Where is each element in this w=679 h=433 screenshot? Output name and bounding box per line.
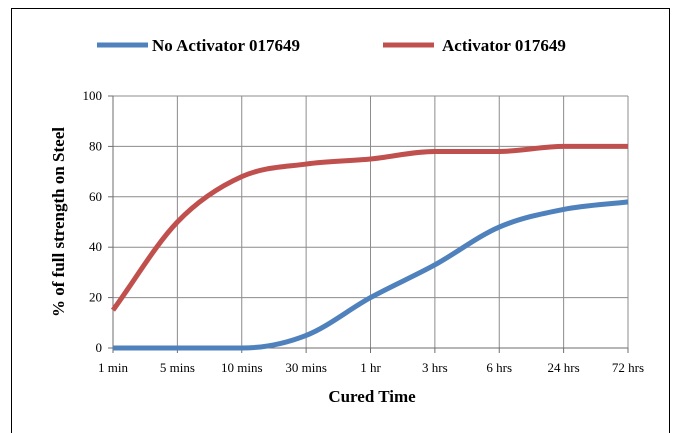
chart-frame (11, 8, 670, 433)
series-line-no-activator-017649 (113, 199, 629, 351)
axes (108, 95, 629, 353)
x-axis-title: Cured Time (328, 387, 416, 406)
legend: No Activator 017649 Activator 017649 (97, 36, 566, 55)
gridlines (113, 95, 629, 348)
y-tick-label-100: 100 (83, 88, 103, 103)
x-tick-label-3-hrs: 3 hrs (422, 360, 448, 375)
x-tick-label-6-hrs: 6 hrs (486, 360, 512, 375)
x-tick-label-1-min: 1 min (98, 360, 128, 375)
y-tick-label-60: 60 (89, 189, 102, 204)
y-tick-label-80: 80 (89, 138, 102, 153)
y-tick-label-40: 40 (89, 239, 102, 254)
tick-labels: 0 20 40 60 80 100 1 min 5 mins 10 mins 30 mins 1 h… (83, 88, 645, 375)
x-tick-label-10-mins: 10 mins (221, 360, 263, 375)
x-tick-label-1-hr: 1 hr (360, 360, 381, 375)
x-tick-label-72-hrs: 72 hrs (612, 360, 644, 375)
y-tick-label-0: 0 (96, 340, 103, 355)
series-line-activator-017649 (110, 143, 628, 312)
series-lines (110, 143, 629, 351)
legend-label-activator: Activator 017649 (442, 36, 566, 55)
x-tick-label-30-mins: 30 mins (285, 360, 327, 375)
y-axis-title: % of full strength on Steel (49, 127, 68, 317)
legend-label-no-activator: No Activator 017649 (152, 36, 300, 55)
x-tick-label-5-mins: 5 mins (160, 360, 195, 375)
y-tick-label-20: 20 (89, 290, 102, 305)
x-tick-label-24-hrs: 24 hrs (548, 360, 580, 375)
